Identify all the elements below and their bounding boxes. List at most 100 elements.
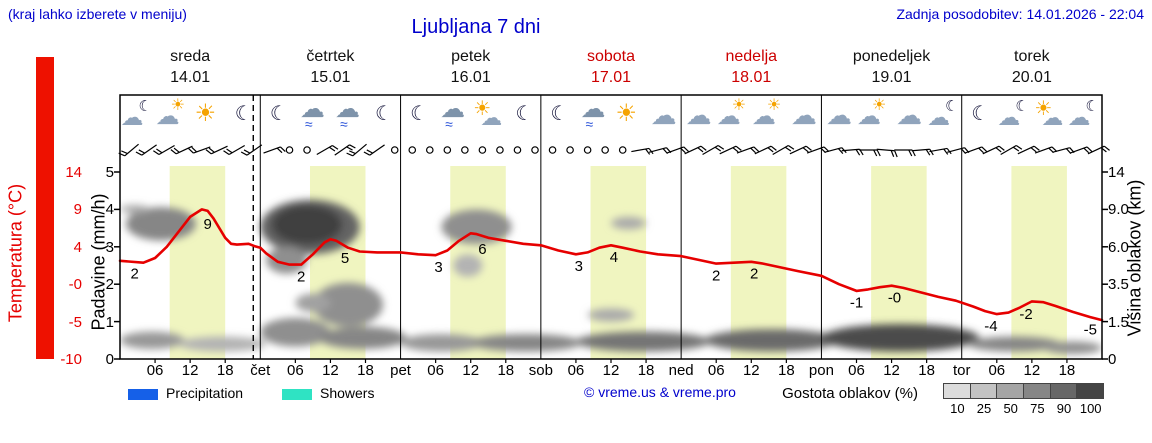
wind-barb-icon (859, 149, 881, 157)
day-date: 18.01 (731, 69, 772, 86)
rain-icon: ≈ (445, 116, 453, 132)
wind-barb-icon (1017, 145, 1040, 155)
day-date: 17.01 (590, 69, 632, 86)
precipitation-swatch (128, 389, 158, 400)
cloud-icon: ☁ (896, 100, 923, 130)
wind-barb-icon (240, 144, 263, 156)
weather-icon-cloud: ☁ (682, 99, 716, 133)
x-tick-label: čet (250, 362, 271, 379)
temperature-value-label: -1 (850, 295, 863, 312)
day-name: petek (451, 48, 491, 65)
cloud-blob (260, 317, 331, 347)
x-tick-label: 12 (883, 362, 900, 379)
cloud-density-scale-segment (1076, 383, 1105, 399)
day-date: 15.01 (310, 69, 351, 86)
cloud-density-scale-segment (969, 383, 998, 399)
wind-barb-icon (316, 144, 339, 156)
wind-barb-icon (363, 144, 385, 156)
x-tick-label: 18 (637, 362, 655, 379)
x-tick-label: 18 (497, 362, 515, 379)
weather-icon-cloud: ☁ (822, 99, 856, 133)
wind-calm-icon (513, 146, 522, 154)
x-tick-label: 06 (567, 362, 585, 379)
x-tick-label: 18 (918, 362, 935, 379)
moon-icon: ☾ (1085, 98, 1099, 115)
temperature-value-label: 9 (204, 216, 212, 233)
temperature-value-label: 3 (434, 259, 442, 276)
precip-tick-label: 2 (105, 276, 114, 294)
cloud-blob (318, 326, 407, 350)
weather-icon-moon: ☾ (366, 99, 400, 133)
cloud-blob (178, 336, 267, 352)
weather-icon-cloud: ☁ (892, 99, 926, 133)
cloud-icon: ☁ (716, 103, 741, 130)
weather-icon-moon: ☾ (541, 99, 575, 133)
cloud-tick-label: 1.5 (1108, 313, 1129, 331)
cloud-icon: ☁ (120, 104, 144, 130)
x-tick-label: 12 (462, 362, 480, 379)
weather-icon-moon: ☾ (226, 99, 260, 133)
cloud-icon: ☁ (825, 100, 852, 130)
wind-calm-icon (618, 146, 627, 154)
cloud-tick-label: 14 (1108, 164, 1125, 181)
menu-hint: (kraj lahko izberete v meniju) (8, 6, 187, 22)
moon-icon: ☾ (550, 103, 569, 125)
wind-barb-icon (648, 147, 672, 154)
wind-calm-icon (443, 146, 452, 154)
weather-icon-moon-cloud: ☾ ☁ (121, 99, 155, 133)
wind-barb-icon (346, 143, 367, 157)
wind-calm-icon (566, 146, 574, 154)
weather-icon-moon-cloud: ☾ ☁ (1067, 99, 1101, 133)
cloud-icon: ☁ (334, 95, 360, 123)
temp-tick-label: -10 (60, 351, 82, 368)
wind-barb-icon (702, 144, 725, 156)
cloud-blob (704, 329, 839, 352)
cloud-icon: ☁ (155, 103, 180, 130)
wind-calm-icon (285, 146, 294, 154)
wind-barb-icon (841, 148, 864, 156)
temperature-value-label: -0 (888, 289, 901, 306)
cloud-icon: ☁ (440, 95, 466, 123)
cloud-blob (575, 331, 711, 352)
cloud-blob (441, 209, 512, 245)
sun-icon: ☀ (766, 97, 782, 114)
x-tick-label: ned (668, 362, 694, 379)
wind-barb-icon (754, 145, 777, 155)
wind-barb-icon (736, 146, 760, 154)
wind-barb-icon (1052, 147, 1075, 154)
weather-icon-sun: ☀ (191, 99, 225, 133)
temperature-axis-title: Temperatura (°C) (5, 183, 26, 323)
page-title: Ljubljana 7 dni (411, 16, 541, 38)
precip-tick-label: 3 (105, 238, 114, 256)
wind-barb-icon (135, 144, 157, 156)
wind-calm-icon (408, 146, 417, 154)
moon-icon: ☾ (515, 103, 534, 125)
weather-icon-cloud-sun: ☀ ☁ (716, 98, 751, 133)
day-date: 19.01 (871, 69, 912, 86)
x-tick-label: tor (952, 362, 971, 379)
cloud-density-scale-segment (996, 383, 1025, 399)
cloud-blob (821, 324, 980, 352)
wind-calm-icon (496, 146, 504, 154)
daylight-band (730, 166, 787, 359)
moon-icon: ☾ (945, 98, 959, 115)
day-name: sobota (586, 48, 636, 65)
copyright-link[interactable]: © vreme.us & vreme.pro (584, 384, 736, 400)
weather-icon-sun: ☀ (612, 99, 646, 133)
wind-barb-icon (631, 147, 654, 155)
cloud-density-scale-values: 10 25 50 75 90 100 (944, 401, 1104, 416)
weather-icon-moon: ☾ (962, 99, 996, 133)
cloud-blob (470, 334, 582, 352)
cloud-icon: ☁ (790, 100, 817, 130)
cloud-density-scale-value: 25 (976, 401, 992, 416)
wind-barb-icon (205, 145, 228, 155)
cloud-blob (295, 293, 331, 313)
temperature-value-label: 2 (712, 268, 720, 285)
weather-icon-sun-cloud: ☀ ☁ (471, 99, 505, 133)
wind-calm-icon (601, 146, 609, 154)
moon-icon: ☾ (375, 103, 393, 125)
cloud-blob (271, 204, 343, 245)
temperature-value-label: -4 (984, 318, 997, 335)
x-tick-label: 06 (427, 362, 444, 379)
wind-barb-icon (188, 146, 211, 154)
